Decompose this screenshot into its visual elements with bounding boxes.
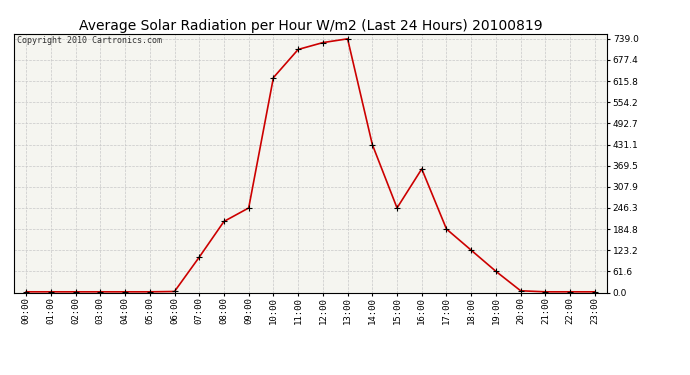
Title: Average Solar Radiation per Hour W/m2 (Last 24 Hours) 20100819: Average Solar Radiation per Hour W/m2 (L… bbox=[79, 19, 542, 33]
Text: Copyright 2010 Cartronics.com: Copyright 2010 Cartronics.com bbox=[17, 36, 161, 45]
